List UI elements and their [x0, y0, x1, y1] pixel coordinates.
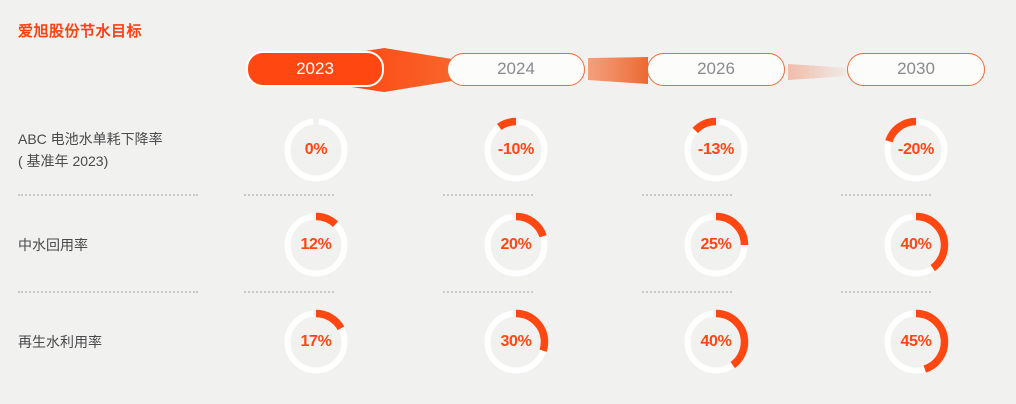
gauge-ring-graphic	[483, 212, 549, 277]
gauge-ring-graphic	[883, 309, 949, 374]
donut-gauge: 40%	[883, 212, 949, 278]
gauge-value: -10%	[497, 141, 535, 158]
donut-gauge: 0%	[283, 117, 349, 183]
row-separator	[244, 194, 334, 196]
gauge-cell: 20%	[416, 196, 616, 293]
donut-gauge: 40%	[683, 309, 749, 375]
donut-gauge: 45%	[883, 309, 949, 375]
row-separator	[18, 291, 198, 293]
donut-gauge: 25%	[683, 212, 749, 278]
row-label-line: 再生水利用率	[18, 333, 102, 350]
gauge-cell: 40%	[616, 293, 816, 390]
gauge-ring-graphic	[483, 309, 549, 374]
donut-gauge: -13%	[683, 117, 749, 183]
gauge-value: 0%	[304, 141, 328, 158]
connector-2024-2026-icon	[588, 57, 648, 84]
gauge-value: -13%	[697, 141, 735, 158]
gauge-ring-graphic	[283, 212, 349, 277]
gauge-ring-graphic	[683, 212, 749, 277]
row-label: ABC 电池水单耗下降率 ( 基准年 2023)	[0, 104, 216, 196]
gauge-value: 40%	[900, 235, 932, 253]
gauge-ring-graphic	[883, 117, 949, 183]
gauge-ring-graphic	[883, 212, 949, 277]
year-pill-2023[interactable]: 2023	[246, 51, 384, 87]
year-pill-2026[interactable]: 2026	[647, 53, 785, 86]
gauge-cell: -20%	[816, 104, 1016, 196]
row-label: 中水回用率	[0, 196, 216, 293]
gauge-ring-graphic	[284, 118, 348, 182]
gauge-cell: 0%	[216, 104, 416, 196]
donut-gauge: 20%	[483, 212, 549, 278]
page-title: 爱旭股份节水目标	[18, 23, 143, 40]
metric-row: 再生水利用率 17% 30% 40% 45%	[0, 293, 1016, 390]
metric-row: 中水回用率 12% 20% 25% 40%	[0, 196, 1016, 293]
row-label: 再生水利用率	[0, 293, 216, 390]
row-separator	[443, 194, 533, 196]
metric-row: ABC 电池水单耗下降率 ( 基准年 2023) 0% -10% -13% -20%	[0, 104, 1016, 196]
gauge-ring-graphic	[283, 309, 349, 374]
gauge-ring-graphic	[483, 117, 549, 183]
gauge-value: -20%	[897, 141, 935, 158]
year-pill-2030[interactable]: 2030	[847, 53, 985, 86]
row-label-line: ( 基准年 2023)	[18, 153, 109, 169]
gauge-value: 30%	[500, 332, 532, 350]
gauge-value: 40%	[700, 332, 732, 350]
row-separator	[841, 194, 931, 196]
row-label-line: 中水回用率	[18, 236, 88, 253]
gauge-ring-graphic	[683, 117, 749, 183]
donut-gauge: -10%	[483, 117, 549, 183]
row-label-line: ABC 电池水单耗下降率	[18, 131, 163, 147]
gauge-cell: 17%	[216, 293, 416, 390]
gauge-cell: 45%	[816, 293, 1016, 390]
donut-gauge: 12%	[283, 212, 349, 278]
gauge-cell: 25%	[616, 196, 816, 293]
gauge-cell: 12%	[216, 196, 416, 293]
donut-gauge: 30%	[483, 309, 549, 375]
gauge-ring-graphic	[683, 309, 749, 374]
gauge-cell: -13%	[616, 104, 816, 196]
gauge-value: 20%	[500, 235, 532, 253]
row-separator	[841, 291, 931, 293]
gauge-value: 17%	[300, 332, 332, 350]
connector-2026-2030-icon	[788, 64, 850, 80]
gauge-cell: 30%	[416, 293, 616, 390]
row-separator	[443, 291, 533, 293]
gauge-cell: -10%	[416, 104, 616, 196]
row-separator	[642, 291, 732, 293]
row-separator	[642, 194, 732, 196]
donut-gauge: -20%	[883, 117, 949, 183]
gauge-value: 45%	[900, 332, 932, 350]
gauge-cell: 40%	[816, 196, 1016, 293]
gauge-value: 12%	[300, 235, 332, 253]
year-pill-2024[interactable]: 2024	[447, 53, 585, 86]
gauge-value: 25%	[700, 235, 732, 253]
donut-gauge: 17%	[283, 309, 349, 375]
row-separator	[244, 291, 334, 293]
row-separator	[18, 194, 198, 196]
